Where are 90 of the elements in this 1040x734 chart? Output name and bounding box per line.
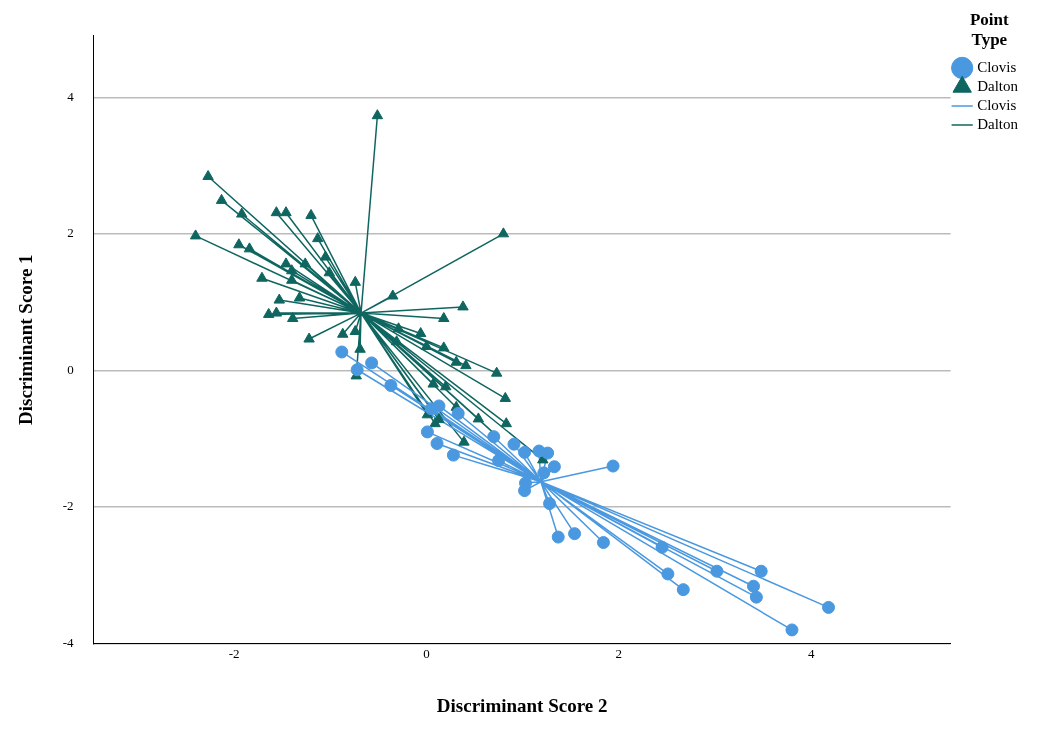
point xyxy=(286,273,298,284)
point xyxy=(420,425,434,439)
point xyxy=(371,109,384,120)
point xyxy=(256,271,268,282)
point xyxy=(354,342,366,353)
point xyxy=(446,448,460,462)
point xyxy=(499,391,512,402)
point xyxy=(490,366,503,377)
point xyxy=(543,497,557,511)
legend-label: Dalton xyxy=(977,115,1019,132)
point xyxy=(390,335,403,346)
point xyxy=(655,540,669,554)
point xyxy=(492,454,506,468)
point xyxy=(337,327,349,338)
point xyxy=(236,207,248,218)
point xyxy=(215,193,228,204)
point xyxy=(568,527,582,541)
point xyxy=(365,356,379,370)
point xyxy=(785,623,799,637)
point xyxy=(551,530,565,544)
legend-label: Clovis xyxy=(977,96,1017,113)
y-tick-label: -4 xyxy=(62,635,75,651)
point xyxy=(280,206,292,217)
point xyxy=(424,402,438,416)
x-axis-title: Discriminant Score 2 xyxy=(436,694,608,716)
point xyxy=(606,459,620,473)
point xyxy=(430,437,444,450)
point xyxy=(350,363,364,377)
point xyxy=(305,208,317,219)
point xyxy=(746,579,760,593)
y-tick-label: -2 xyxy=(62,498,74,514)
legend-label: Clovis xyxy=(977,58,1017,75)
point xyxy=(202,169,214,180)
point xyxy=(518,484,532,498)
point xyxy=(286,264,298,275)
point xyxy=(335,345,349,359)
point xyxy=(427,377,439,388)
point xyxy=(233,238,245,249)
point xyxy=(537,466,551,480)
point xyxy=(710,564,724,578)
point xyxy=(450,355,462,366)
point xyxy=(438,312,450,323)
point xyxy=(293,291,306,302)
y-axis-title: Discriminant Score 1 xyxy=(15,254,37,426)
x-tick-label: 4 xyxy=(807,645,815,661)
point xyxy=(487,430,501,444)
point xyxy=(457,300,469,311)
point xyxy=(303,332,315,343)
point xyxy=(349,275,361,286)
point xyxy=(822,600,836,614)
x-tick-label: 0 xyxy=(423,645,430,661)
point xyxy=(596,536,610,550)
point xyxy=(414,327,427,338)
point xyxy=(547,460,561,474)
point xyxy=(661,567,675,581)
point xyxy=(438,341,450,352)
point xyxy=(541,446,555,460)
point xyxy=(749,590,763,604)
point xyxy=(189,229,202,240)
point xyxy=(429,417,441,428)
point xyxy=(384,378,398,392)
point xyxy=(287,312,299,323)
point xyxy=(460,359,472,370)
point xyxy=(323,266,335,277)
point xyxy=(299,257,311,268)
point xyxy=(387,289,399,300)
point xyxy=(451,406,465,420)
x-tick-label: 2 xyxy=(615,645,623,661)
y-tick-label: 4 xyxy=(67,88,75,104)
point xyxy=(754,564,768,578)
point xyxy=(439,380,452,391)
point xyxy=(518,445,532,459)
point xyxy=(472,412,485,423)
y-tick-label: 2 xyxy=(67,225,74,241)
point xyxy=(270,206,283,217)
point xyxy=(312,232,324,243)
point xyxy=(392,322,405,333)
point xyxy=(458,435,470,446)
point xyxy=(497,227,510,238)
point xyxy=(500,417,512,428)
point xyxy=(273,293,285,304)
point xyxy=(280,257,292,268)
point xyxy=(507,437,521,451)
legend-title: Point Type xyxy=(969,9,1010,50)
x-tick-label: -2 xyxy=(228,645,240,661)
point xyxy=(319,250,332,261)
legend-label: Dalton xyxy=(977,77,1019,94)
point xyxy=(243,242,256,253)
point xyxy=(676,583,690,597)
y-tick-label: 0 xyxy=(67,361,74,377)
